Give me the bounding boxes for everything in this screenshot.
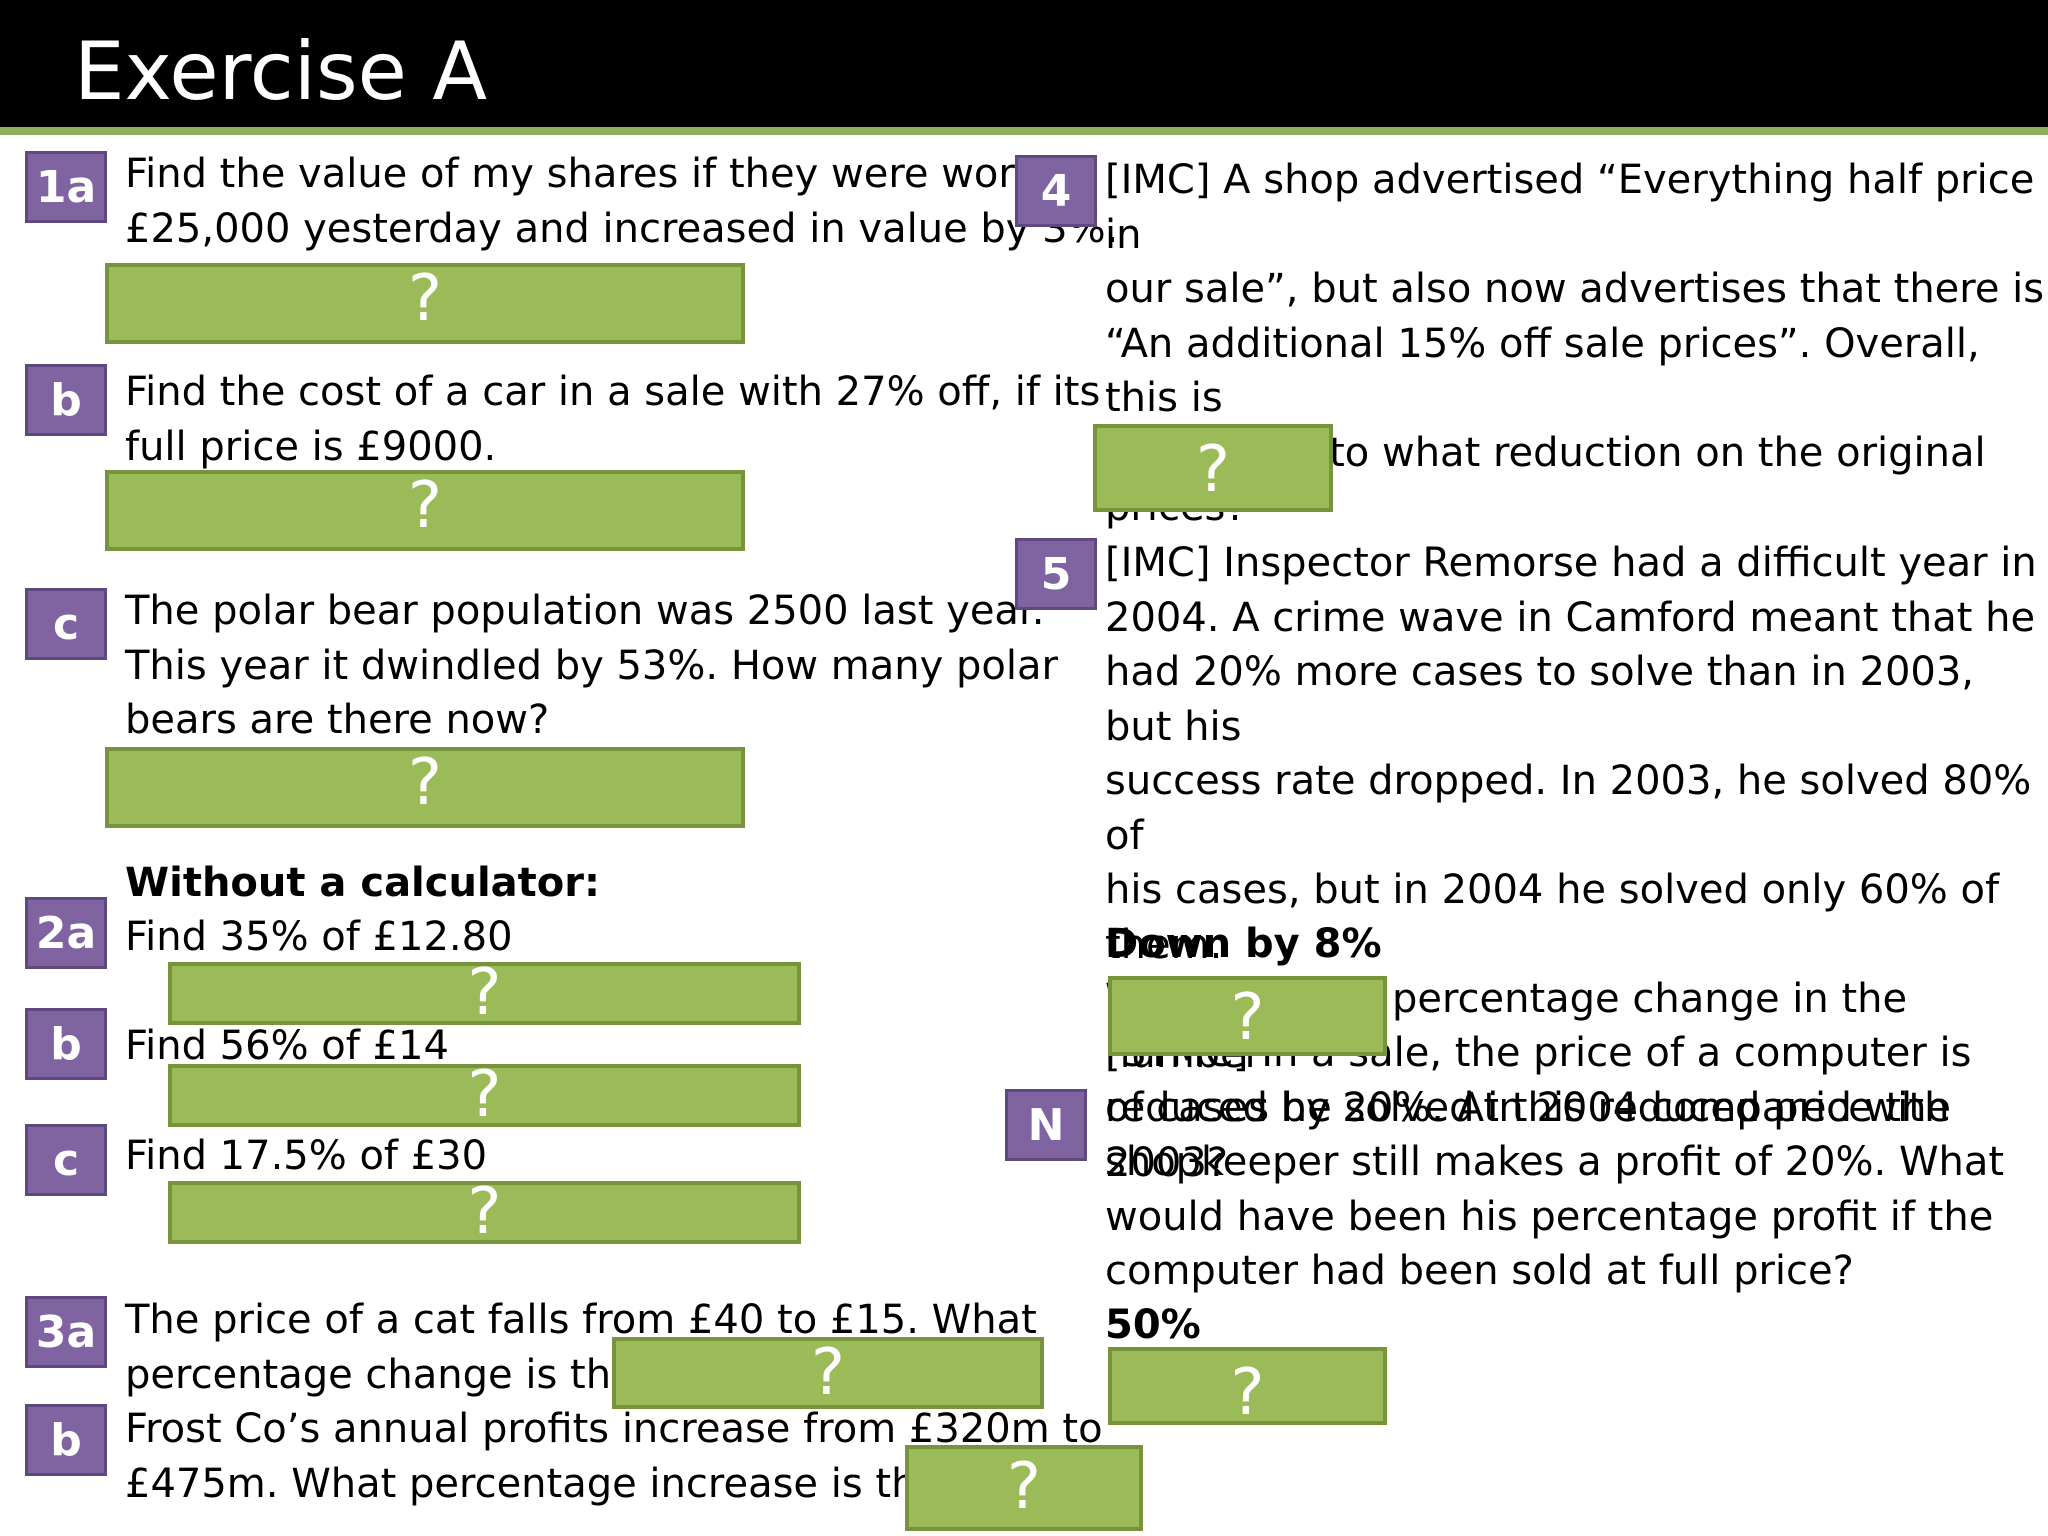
- answer-reveal-2b[interactable]: ?: [168, 1058, 801, 1132]
- section-heading-no-calculator: Without a calculator:: [125, 860, 600, 906]
- question-2c-text: Find 17.5% of £30: [125, 1133, 488, 1179]
- title-bar: [0, 0, 2048, 127]
- answer-reveal-5[interactable]: ?: [1108, 976, 1387, 1056]
- question-badge-2a: 2a: [25, 897, 107, 969]
- question-badge-1b: b: [25, 364, 107, 436]
- question-3a-text: The price of a cat falls from £40 to £15…: [125, 1297, 1037, 1398]
- question-badge-N: N: [1005, 1089, 1087, 1161]
- question-mark: ?: [1196, 433, 1230, 507]
- question-3b-text: Frost Co’s annual profits increase from …: [125, 1406, 1103, 1507]
- question-N-text: [STMC] In a sale, the price of a compute…: [1105, 1030, 2005, 1294]
- question-badge-2b: b: [25, 1008, 107, 1080]
- question-1a-text: Find the value of my shares if they were…: [125, 151, 1119, 252]
- question-5-text: [IMC] Inspector Remorse had a difficult …: [1105, 540, 2037, 1186]
- question-badge-3b: b: [25, 1404, 107, 1476]
- question-badge-1c: c: [25, 588, 107, 660]
- question-mark: ?: [467, 1175, 502, 1249]
- question-badge-4: 4: [1015, 155, 1097, 227]
- question-1b-text: Find the cost of a car in a sale with 27…: [125, 369, 1101, 470]
- question-mark: ?: [408, 469, 442, 543]
- answer-reveal-3a[interactable]: ?: [612, 1337, 1044, 1409]
- answer-reveal-1b[interactable]: ?: [105, 470, 745, 551]
- question-mark: ?: [811, 1336, 845, 1410]
- question-2a-text: Find 35% of £12.80: [125, 914, 513, 960]
- answer-reveal-4[interactable]: ?: [1093, 424, 1333, 512]
- page-title: Exercise A: [74, 25, 488, 118]
- answer-reveal-1a[interactable]: ?: [105, 263, 745, 344]
- question-badge-5: 5: [1015, 538, 1097, 610]
- question-mark: ?: [1230, 1356, 1265, 1430]
- question-2b-text: Find 56% of £14: [125, 1023, 449, 1069]
- question-1c-text: The polar bear population was 2500 last …: [125, 588, 1058, 743]
- question-badge-1a: 1a: [25, 151, 107, 223]
- question-4-text: [IMC] A shop advertised “Everything half…: [1105, 157, 2045, 530]
- answer-text-5: Down by 8%: [1105, 921, 1382, 967]
- title-underline: [0, 127, 2048, 135]
- answer-reveal-N[interactable]: ?: [1108, 1347, 1387, 1425]
- question-mark: ?: [467, 1058, 502, 1132]
- question-badge-2c: c: [25, 1124, 107, 1196]
- question-mark: ?: [1230, 981, 1265, 1055]
- question-mark: ?: [467, 956, 502, 1030]
- answer-reveal-3b[interactable]: ?: [905, 1445, 1143, 1531]
- question-mark: ?: [1007, 1450, 1041, 1524]
- answer-reveal-2a[interactable]: ?: [168, 956, 801, 1030]
- question-badge-3a: 3a: [25, 1296, 107, 1368]
- answer-text-N: 50%: [1105, 1302, 1201, 1348]
- question-mark: ?: [408, 746, 442, 820]
- question-mark: ?: [408, 262, 442, 336]
- answer-reveal-1c[interactable]: ?: [105, 747, 745, 828]
- answer-reveal-2c[interactable]: ?: [168, 1175, 801, 1249]
